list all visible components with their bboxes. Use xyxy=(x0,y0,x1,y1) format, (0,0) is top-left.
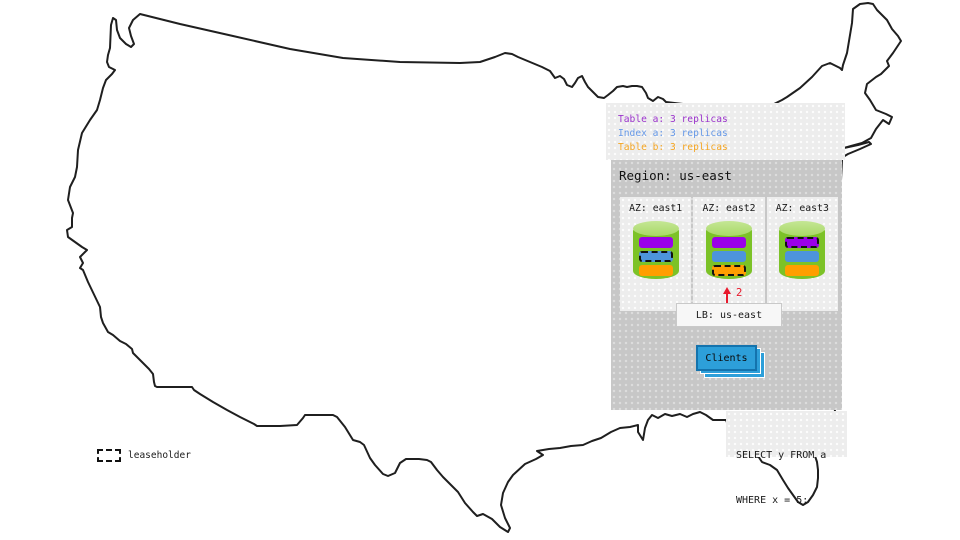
arrow-shaft xyxy=(726,293,728,305)
db-cylinder xyxy=(705,221,752,279)
az-label: AZ: east2 xyxy=(702,203,756,214)
leaseholder-swatch-icon xyxy=(97,449,121,462)
az-label: AZ: east3 xyxy=(775,203,829,214)
replica-bar xyxy=(711,265,746,276)
replica-bar xyxy=(638,237,673,248)
load-balancer-box: LB: us-east xyxy=(676,303,782,327)
az-box-east1: AZ: east1 xyxy=(620,197,692,311)
az-label: AZ: east1 xyxy=(629,203,683,214)
query-box: SELECT y FROM a WHERE x = 5; xyxy=(726,411,847,506)
legend-line-table-b: Table b: 3 replicas xyxy=(618,142,728,153)
arrow-step-label: 2 xyxy=(736,287,743,299)
region-panel: Region: us-east AZ: east1 AZ: east2 xyxy=(611,160,842,410)
replica-bar xyxy=(785,265,820,276)
replica-legend-panel: Table a: 3 replicas Index a: 3 replicas … xyxy=(606,103,845,160)
replica-bar xyxy=(711,237,746,248)
leaseholder-label: leaseholder xyxy=(128,450,191,461)
query-line-2: WHERE x = 5; xyxy=(736,495,809,506)
region-title: Region: us-east xyxy=(619,168,732,183)
legend-line-index-a: Index a: 3 replicas xyxy=(618,128,728,139)
clients-button: Clients xyxy=(696,345,757,371)
lb-label: LB: us-east xyxy=(695,309,763,321)
replica-bar xyxy=(785,237,820,248)
replica-bar xyxy=(638,251,673,262)
query-line-1: SELECT y FROM a xyxy=(736,450,827,461)
db-cylinder xyxy=(632,221,679,279)
replica-bar xyxy=(638,265,673,276)
replica-bar xyxy=(711,251,746,262)
arrow-up-icon xyxy=(723,287,731,294)
legend-line-table-a: Table a: 3 replicas xyxy=(618,114,728,125)
leaseholder-legend: leaseholder xyxy=(97,449,191,462)
az-box-east3: AZ: east3 xyxy=(766,197,838,311)
request-arrow: 2 xyxy=(723,287,753,307)
db-cylinder xyxy=(779,221,826,279)
az-row: AZ: east1 AZ: east2 AZ: east3 xyxy=(620,197,838,311)
replica-bar xyxy=(785,251,820,262)
clients-label: Clients xyxy=(705,352,748,364)
